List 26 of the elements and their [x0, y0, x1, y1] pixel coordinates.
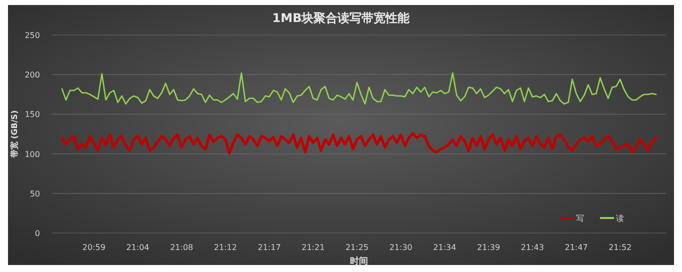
- x-tick-label: 21:25: [345, 243, 369, 252]
- x-tick-label: 21:17: [258, 243, 281, 252]
- legend-label: 写: [576, 214, 584, 223]
- x-tick-label: 21:52: [608, 243, 632, 252]
- line-series: [60, 132, 658, 154]
- x-tick-label: 21:43: [520, 243, 544, 252]
- y-tick-label: 200: [24, 70, 40, 80]
- x-tick-label: 21:21: [302, 243, 325, 252]
- x-tick-label: 21:12: [214, 243, 237, 252]
- x-tick-label: 21:47: [564, 243, 588, 252]
- y-tick-label: 250: [24, 31, 40, 40]
- x-tick-label: 21:34: [433, 243, 456, 252]
- y-tick-label: 150: [24, 110, 40, 120]
- x-tick-label: 21:08: [170, 243, 194, 252]
- line-series: [61, 72, 657, 105]
- x-axis-title: 时间: [350, 256, 368, 267]
- x-tick-label: 21:30: [389, 243, 412, 252]
- y-tick-label: 100: [24, 150, 40, 159]
- y-axis-title: 带宽 (GB/S): [9, 110, 19, 158]
- x-tick-label: 20:59: [82, 243, 106, 252]
- legend-label: 读: [616, 214, 624, 223]
- x-tick-label: 21:39: [477, 243, 500, 252]
- chart-title: 1MB块聚合读写带宽性能: [272, 11, 411, 25]
- y-tick-label: 0: [34, 229, 40, 238]
- y-tick-label: 50: [30, 189, 40, 198]
- x-tick-label: 21:04: [126, 243, 150, 252]
